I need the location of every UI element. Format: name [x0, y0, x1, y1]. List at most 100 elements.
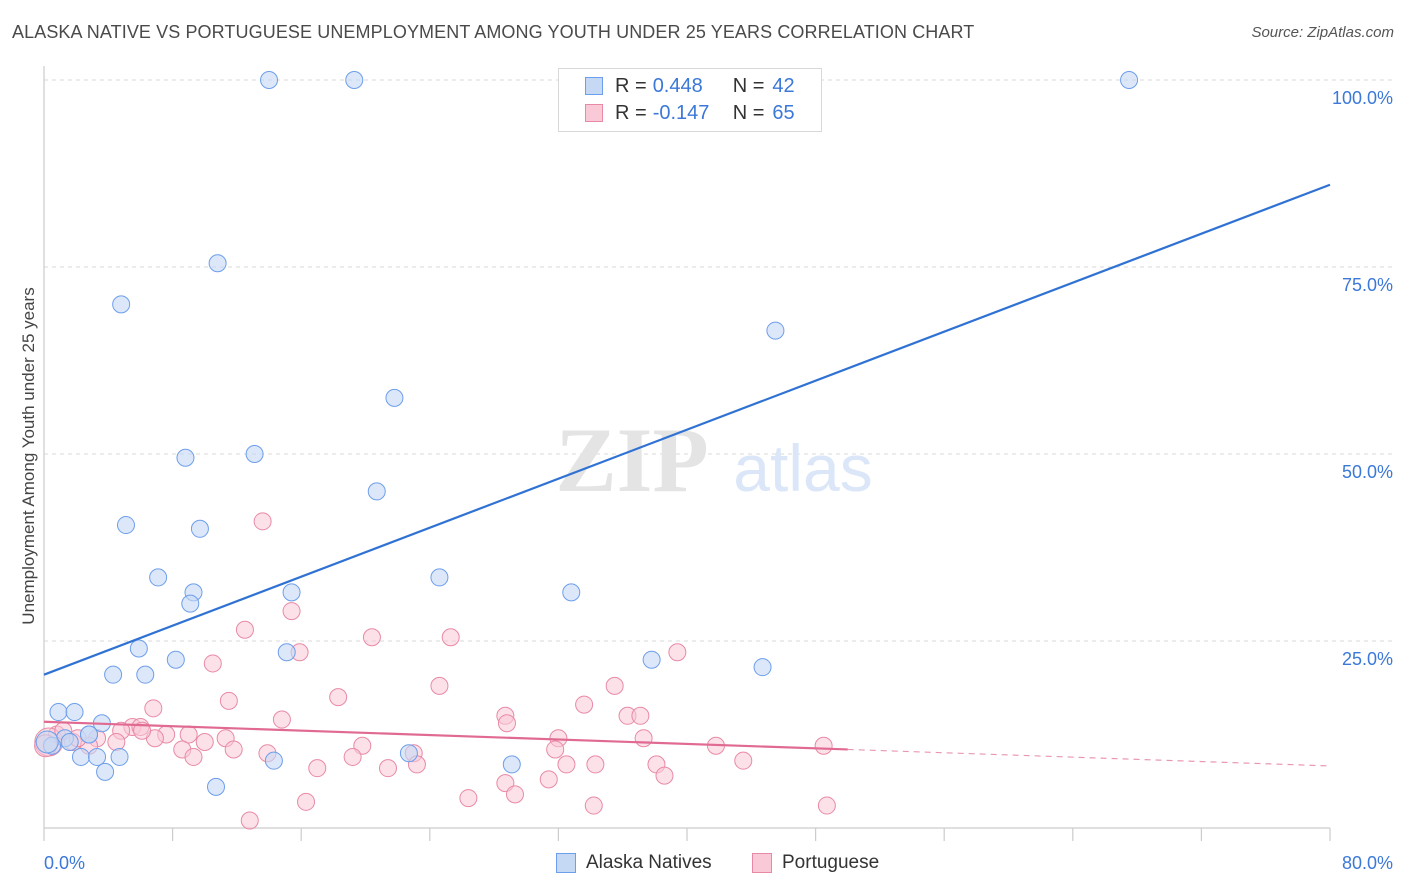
alaska-natives-point [116, 516, 135, 535]
trend-lines [43, 183, 1331, 767]
chart-title: ALASKA NATIVE VS PORTUGUESE UNEMPLOYMENT… [12, 22, 975, 42]
legend-row-alaska: R = 0.448 N = 42 [585, 73, 795, 99]
portuguese-point [668, 643, 687, 662]
portuguese-point [219, 691, 238, 710]
portuguese-point [505, 785, 524, 804]
alaska-natives-point [104, 665, 123, 684]
portuguese-point [195, 732, 214, 751]
alaska-natives-point [190, 519, 209, 538]
portuguese-trend-extrapolation [847, 748, 1331, 767]
portuguese-trend-line [43, 720, 848, 751]
legend-r-value: 0.448 [652, 74, 703, 97]
legend-r-value: -0.147 [652, 101, 710, 124]
bottom-legend-swatch-alaska [556, 853, 576, 873]
portuguese-point [655, 766, 674, 785]
portuguese-points [34, 512, 836, 830]
portuguese-point [362, 628, 381, 647]
alaska-natives-point [71, 747, 90, 766]
portuguese-point [379, 759, 398, 778]
legend-swatch-portuguese [585, 104, 603, 122]
alaska-natives-point [399, 744, 418, 763]
alaska-natives-points [35, 71, 1139, 796]
watermark-atlas: atlas [733, 431, 872, 505]
alaska-natives-point [80, 725, 99, 744]
alaska-natives-point [176, 448, 195, 467]
portuguese-point [441, 628, 460, 647]
alaska-natives-point [562, 583, 581, 602]
y-tick-label: 50.0% [1342, 462, 1393, 482]
alaska-natives-point [385, 388, 404, 407]
portuguese-point [631, 706, 650, 725]
legend-r-label: R = [615, 74, 647, 97]
alaska-natives-point [642, 650, 661, 669]
alaska-natives-point [88, 747, 107, 766]
portuguese-point [459, 789, 478, 808]
portuguese-point [575, 695, 594, 714]
portuguese-point [557, 755, 576, 774]
y-tick-label: 25.0% [1342, 649, 1393, 669]
alaska-natives-point [502, 755, 521, 774]
bottom-legend-label-alaska: Alaska Natives [586, 852, 712, 873]
alaska-natives-point [96, 762, 115, 781]
legend-n-value: 65 [772, 101, 795, 124]
portuguese-point [814, 736, 833, 755]
portuguese-point [539, 770, 558, 789]
portuguese-point [240, 811, 259, 830]
alaska-natives-point [136, 665, 155, 684]
bottom-legend-portuguese: Portuguese [752, 852, 879, 874]
y-tick-label: 100.0% [1332, 88, 1393, 108]
alaska-natives-point [766, 321, 785, 340]
portuguese-point [253, 512, 272, 531]
legend-r-label: R = [615, 101, 647, 124]
alaska-natives-point [245, 445, 264, 463]
alaska-natives-point [112, 295, 131, 314]
portuguese-point [224, 740, 243, 759]
alaska-natives-point [129, 639, 148, 658]
bottom-legend-swatch-portuguese [752, 853, 772, 873]
alaska-natives-point [264, 751, 283, 770]
alaska-natives-point [110, 747, 129, 766]
alaska-natives-point [345, 71, 364, 89]
bottom-legend-label-portuguese: Portuguese [782, 852, 880, 873]
source-label: Source: ZipAtlas.com [1251, 24, 1394, 41]
legend-swatch-alaska [585, 77, 603, 95]
alaska-natives-point [277, 643, 296, 662]
legend-box: R = 0.448 N = 42 R = -0.147 N = 65 [558, 68, 822, 132]
watermark: ZIP atlas [555, 409, 872, 511]
portuguese-point [144, 699, 163, 718]
alaska-natives-point [65, 703, 84, 722]
alaska-natives-point [207, 777, 226, 796]
portuguese-point [329, 688, 348, 707]
portuguese-point [184, 747, 203, 766]
alaska-natives-point [282, 583, 301, 602]
legend-n-label: N = [732, 74, 765, 97]
alaska-natives-point [430, 568, 449, 587]
x-tick-label: 80.0% [1342, 853, 1393, 873]
portuguese-point [343, 747, 362, 766]
grid-lines [44, 79, 1392, 642]
portuguese-point [605, 676, 624, 695]
legend-n-value: 42 [772, 74, 795, 97]
legend-n-label: N = [732, 101, 765, 124]
alaska-natives-point [367, 482, 386, 501]
portuguese-point [734, 751, 753, 770]
portuguese-point [272, 710, 291, 729]
alaska-natives-point [49, 703, 68, 722]
alaska-natives-point [60, 732, 79, 751]
portuguese-point [282, 602, 301, 621]
portuguese-point [546, 740, 565, 759]
alaska-natives-point [753, 658, 772, 677]
alaska-natives-point [35, 730, 59, 754]
portuguese-point [430, 676, 449, 695]
portuguese-point [634, 729, 653, 748]
y-tick-label: 75.0% [1342, 275, 1393, 295]
watermark-zip: ZIP [555, 409, 708, 511]
x-tick-label: 0.0% [44, 853, 85, 873]
portuguese-point [297, 792, 316, 811]
axes [43, 66, 1331, 841]
alaska-natives-point [1120, 71, 1139, 89]
portuguese-point [308, 759, 327, 778]
alaska-natives-point [181, 594, 200, 613]
portuguese-point [235, 620, 254, 639]
